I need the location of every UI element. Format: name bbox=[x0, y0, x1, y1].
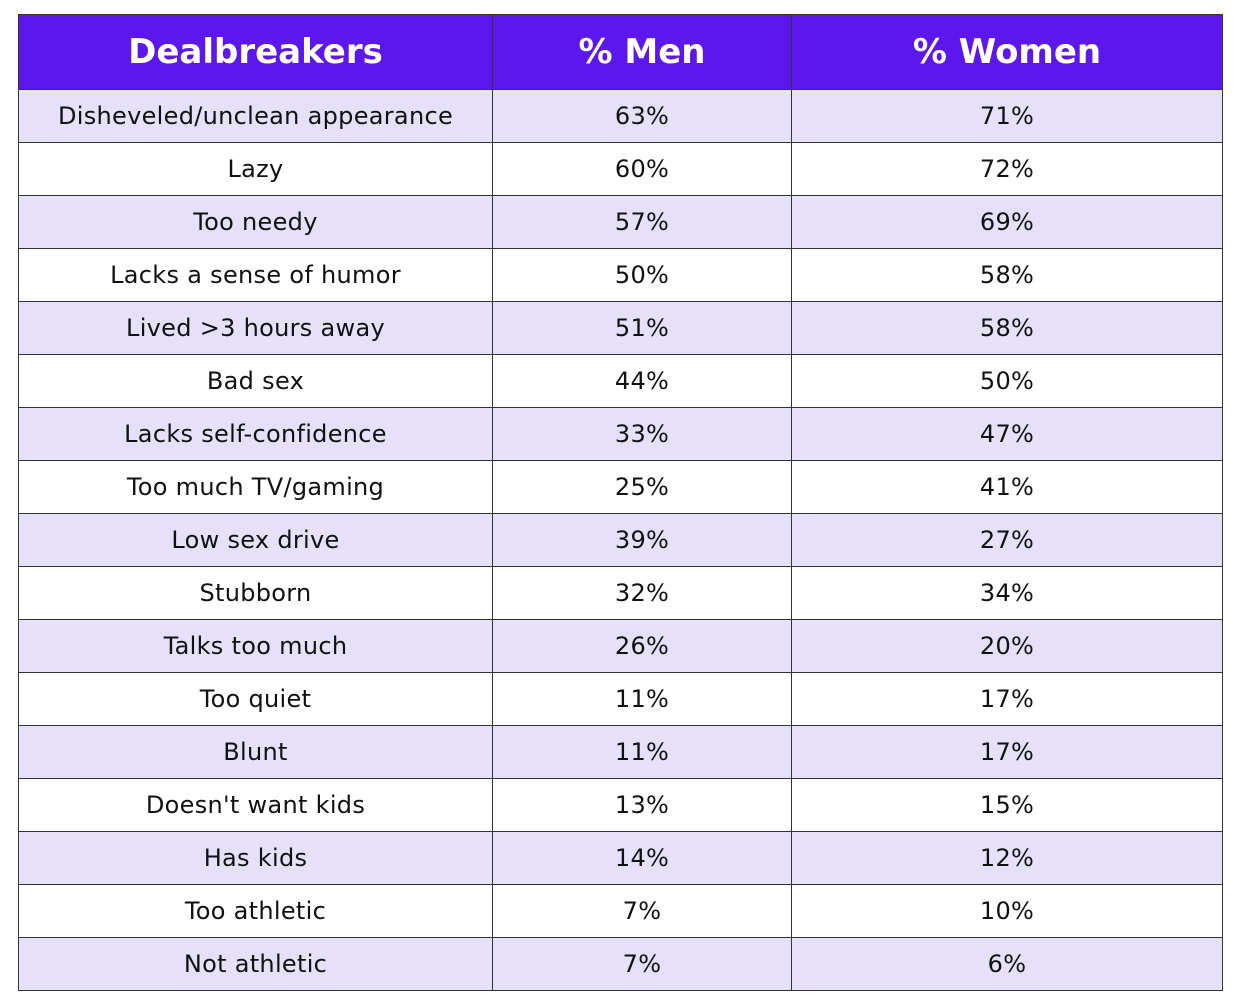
dealbreaker-cell: Lazy bbox=[18, 142, 493, 196]
dealbreaker-cell: Too athletic bbox=[18, 884, 493, 938]
table-row: Stubborn 32% 34% bbox=[18, 566, 1223, 620]
percent-cell: 69% bbox=[791, 195, 1223, 249]
percent-cell: 34% bbox=[791, 566, 1223, 620]
percent-cell: 60% bbox=[492, 142, 792, 196]
percent-cell: 20% bbox=[791, 619, 1223, 673]
percent-cell: 17% bbox=[791, 672, 1223, 726]
percent-cell: 13% bbox=[492, 778, 792, 832]
dealbreaker-cell: Lived >3 hours away bbox=[18, 301, 493, 355]
dealbreaker-cell: Stubborn bbox=[18, 566, 493, 620]
table-row: Not athletic 7% 6% bbox=[18, 937, 1223, 991]
table-row: Low sex drive 39% 27% bbox=[18, 513, 1223, 567]
dealbreaker-cell: Too needy bbox=[18, 195, 493, 249]
percent-cell: 15% bbox=[791, 778, 1223, 832]
percent-cell: 41% bbox=[791, 460, 1223, 514]
percent-cell: 50% bbox=[791, 354, 1223, 408]
dealbreaker-cell: Has kids bbox=[18, 831, 493, 885]
header-cell: Dealbreakers bbox=[18, 14, 493, 90]
dealbreaker-cell: Low sex drive bbox=[18, 513, 493, 567]
percent-cell: 25% bbox=[492, 460, 792, 514]
dealbreaker-cell: Disheveled/unclean appearance bbox=[18, 89, 493, 143]
percent-cell: 33% bbox=[492, 407, 792, 461]
table-row: Bad sex 44% 50% bbox=[18, 354, 1223, 408]
percent-cell: 44% bbox=[492, 354, 792, 408]
percent-cell: 6% bbox=[791, 937, 1223, 991]
dealbreaker-cell: Doesn't want kids bbox=[18, 778, 493, 832]
header-row: Dealbreakers% Men% Women bbox=[18, 14, 1223, 90]
percent-cell: 10% bbox=[791, 884, 1223, 938]
table-container: Dealbreakers% Men% Women Disheveled/uncl… bbox=[18, 14, 1223, 991]
dealbreaker-cell: Too quiet bbox=[18, 672, 493, 726]
percent-cell: 72% bbox=[791, 142, 1223, 196]
header-cell: % Men bbox=[492, 14, 792, 90]
table-row: Doesn't want kids 13% 15% bbox=[18, 778, 1223, 832]
table-row: Disheveled/unclean appearance 63% 71% bbox=[18, 89, 1223, 143]
percent-cell: 17% bbox=[791, 725, 1223, 779]
percent-cell: 58% bbox=[791, 301, 1223, 355]
table-row: Lacks a sense of humor 50% 58% bbox=[18, 248, 1223, 302]
percent-cell: 12% bbox=[791, 831, 1223, 885]
dealbreaker-cell: Not athletic bbox=[18, 937, 493, 991]
table-row: Lazy 60% 72% bbox=[18, 142, 1223, 196]
percent-cell: 71% bbox=[791, 89, 1223, 143]
table-row: Too quiet 11% 17% bbox=[18, 672, 1223, 726]
table-row: Blunt 11% 17% bbox=[18, 725, 1223, 779]
percent-cell: 7% bbox=[492, 937, 792, 991]
dealbreaker-cell: Blunt bbox=[18, 725, 493, 779]
table-row: Has kids 14% 12% bbox=[18, 831, 1223, 885]
table-row: Lived >3 hours away 51% 58% bbox=[18, 301, 1223, 355]
table-row: Too much TV/gaming 25% 41% bbox=[18, 460, 1223, 514]
table-row: Too athletic 7% 10% bbox=[18, 884, 1223, 938]
dealbreaker-cell: Lacks self-confidence bbox=[18, 407, 493, 461]
dealbreakers-table: Dealbreakers% Men% Women Disheveled/uncl… bbox=[18, 14, 1223, 991]
percent-cell: 57% bbox=[492, 195, 792, 249]
percent-cell: 27% bbox=[791, 513, 1223, 567]
percent-cell: 58% bbox=[791, 248, 1223, 302]
dealbreaker-cell: Lacks a sense of humor bbox=[18, 248, 493, 302]
dealbreaker-cell: Bad sex bbox=[18, 354, 493, 408]
table-row: Too needy 57% 69% bbox=[18, 195, 1223, 249]
dealbreaker-cell: Too much TV/gaming bbox=[18, 460, 493, 514]
header-cell: % Women bbox=[791, 14, 1223, 90]
percent-cell: 63% bbox=[492, 89, 792, 143]
dealbreaker-cell: Talks too much bbox=[18, 619, 493, 673]
percent-cell: 7% bbox=[492, 884, 792, 938]
percent-cell: 32% bbox=[492, 566, 792, 620]
percent-cell: 51% bbox=[492, 301, 792, 355]
percent-cell: 26% bbox=[492, 619, 792, 673]
percent-cell: 50% bbox=[492, 248, 792, 302]
table-row: Lacks self-confidence 33% 47% bbox=[18, 407, 1223, 461]
percent-cell: 47% bbox=[791, 407, 1223, 461]
percent-cell: 11% bbox=[492, 672, 792, 726]
percent-cell: 11% bbox=[492, 725, 792, 779]
percent-cell: 39% bbox=[492, 513, 792, 567]
percent-cell: 14% bbox=[492, 831, 792, 885]
table-row: Talks too much 26% 20% bbox=[18, 619, 1223, 673]
